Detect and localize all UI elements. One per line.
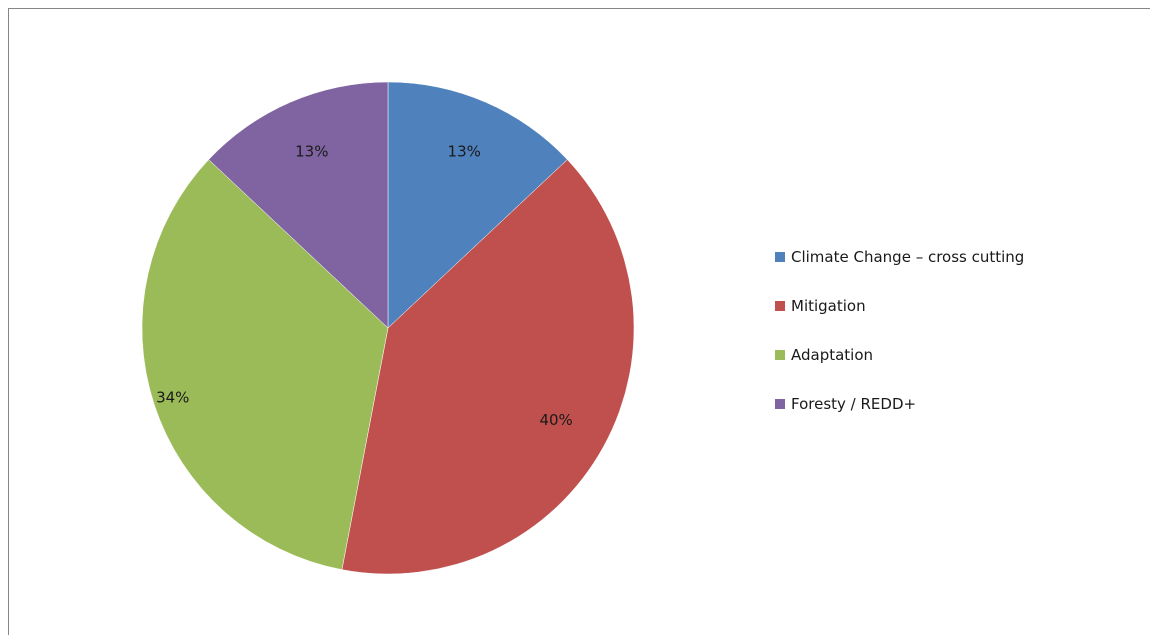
legend-item-mitigation[interactable]: Mitigation: [775, 294, 1024, 318]
data-label-climate-change: 13%: [448, 142, 481, 160]
legend: Climate Change – cross cutting Mitigatio…: [775, 245, 1024, 441]
legend-label: Foresty / REDD+: [791, 395, 917, 413]
legend-swatch-icon: [775, 252, 785, 262]
legend-label: Climate Change – cross cutting: [791, 248, 1025, 266]
data-label-mitigation: 40%: [539, 411, 572, 429]
pie-slice-forestry[interactable]: [208, 81, 389, 329]
legend-label: Adaptation: [791, 346, 874, 364]
pie-slice-mitigation[interactable]: [341, 159, 635, 575]
legend-item-forestry[interactable]: Foresty / REDD+: [775, 392, 1024, 416]
legend-swatch-icon: [775, 301, 785, 311]
data-label-forestry: 13%: [295, 142, 328, 160]
legend-item-climate-change[interactable]: Climate Change – cross cutting: [775, 245, 1024, 269]
pie-slice-adaptation[interactable]: [141, 159, 389, 570]
legend-swatch-icon: [775, 399, 785, 409]
data-label-adaptation: 34%: [156, 388, 189, 406]
pie-slice-climate-change[interactable]: [387, 81, 568, 329]
legend-label: Mitigation: [791, 297, 866, 315]
legend-swatch-icon: [775, 350, 785, 360]
legend-item-adaptation[interactable]: Adaptation: [775, 343, 1024, 367]
